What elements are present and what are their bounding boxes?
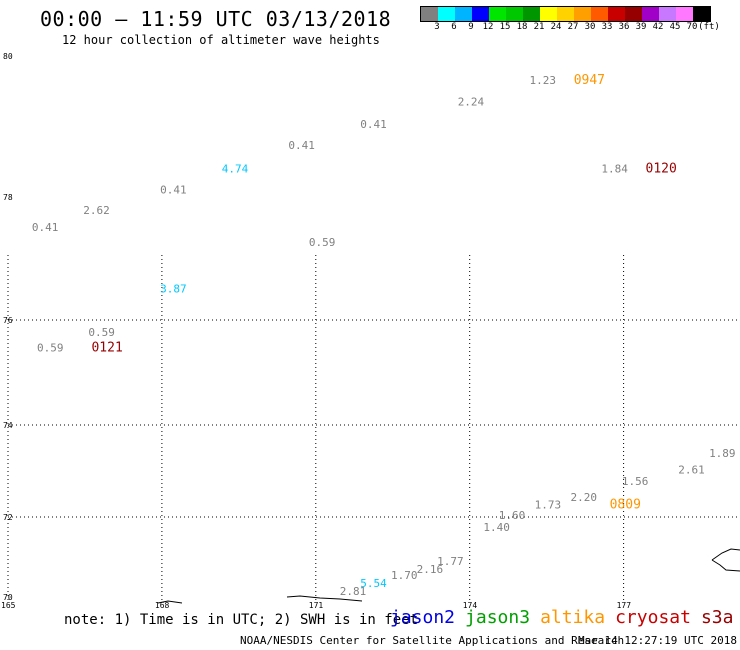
latitude-tick-label: 70 xyxy=(3,593,13,602)
color-legend-label: 39 xyxy=(635,22,647,32)
color-legend-label: (ft) xyxy=(698,22,720,32)
color-legend-label: 27 xyxy=(567,22,579,32)
satellite-legend-altika: altika xyxy=(540,607,606,628)
color-legend-label: 36 xyxy=(618,22,630,32)
color-legend-label: 12 xyxy=(482,22,494,32)
wave-height-label: 0.41 xyxy=(32,221,59,234)
color-legend-label: 18 xyxy=(516,22,528,32)
wave-height-label: 1.89 xyxy=(709,447,736,460)
wave-height-label: 1.40 xyxy=(483,521,510,534)
wave-height-label: 1.56 xyxy=(622,475,649,488)
longitude-tick-label: 168 xyxy=(155,601,170,610)
wave-height-label: 5.54 xyxy=(360,577,387,590)
wave-height-label: 2.24 xyxy=(458,95,485,108)
pass-time-label: 0121 xyxy=(91,341,122,356)
coastline-outlines xyxy=(157,548,740,604)
color-legend-label: 15 xyxy=(499,22,511,32)
satellite-legend-jason3: jason3 xyxy=(465,607,531,628)
color-swatch xyxy=(472,7,489,21)
longitude-tick-label: 171 xyxy=(309,601,324,610)
longitude-tick-label: 174 xyxy=(463,601,478,610)
color-legend-label: 6 xyxy=(451,22,457,32)
longitude-tick-label: 177 xyxy=(617,601,632,610)
latitude-tick-label: 74 xyxy=(3,421,13,430)
wave-height-label: 2.61 xyxy=(678,463,705,476)
color-swatch xyxy=(591,7,608,21)
pass-time-label: 0947 xyxy=(574,73,605,88)
coastline-segment xyxy=(711,548,740,572)
color-swatch xyxy=(625,7,642,21)
wave-height-label: 0.41 xyxy=(160,183,187,196)
wave-height-label: 1.84 xyxy=(601,162,628,175)
color-legend-label: 70 xyxy=(686,22,698,32)
color-swatch xyxy=(489,7,506,21)
color-legend-label: 33 xyxy=(601,22,613,32)
wave-height-label: 1.23 xyxy=(530,74,557,87)
wave-height-label: 4.74 xyxy=(222,162,249,175)
color-swatch xyxy=(421,7,438,21)
color-swatch xyxy=(523,7,540,21)
color-legend-label: 45 xyxy=(669,22,681,32)
color-swatch xyxy=(540,7,557,21)
color-legend-label: 42 xyxy=(652,22,664,32)
pass-time-label: 0120 xyxy=(646,161,677,176)
color-swatch xyxy=(455,7,472,21)
wave-height-label: 2.62 xyxy=(83,204,110,217)
color-swatch xyxy=(693,7,710,21)
color-legend-label: 24 xyxy=(550,22,562,32)
satellite-legend-s3a: s3a xyxy=(700,607,734,628)
color-swatch xyxy=(642,7,659,21)
wave-height-labels: 0.41 2.62 0.41 4.74 0.41 0.41 2.24 1.23 1.84 0.59… xyxy=(32,73,740,598)
color-swatch xyxy=(659,7,676,21)
latitude-tick-label: 80 xyxy=(3,52,13,61)
footer-note: note: 1) Time is in UTC; 2) SWH is in fe… xyxy=(64,612,419,628)
coastline-segment xyxy=(286,595,363,602)
color-swatch xyxy=(506,7,523,21)
map-subtitle: 12 hour collection of altimeter wave hei… xyxy=(62,33,380,47)
color-legend-label: 21 xyxy=(533,22,545,32)
wave-height-label: 0.59 xyxy=(88,326,115,339)
satellite-legend: jason2 jason3 altika cryosat s3a xyxy=(390,607,740,628)
map-title: 00:00 – 11:59 UTC 03/13/2018 xyxy=(40,7,392,31)
color-swatch xyxy=(438,7,455,21)
satellite-legend-jason2: jason2 xyxy=(390,607,456,628)
coastline-segment xyxy=(157,600,183,604)
wave-height-label: 3.87 xyxy=(160,282,187,295)
wave-height-label: 1.60 xyxy=(499,509,526,522)
wave-height-label: 2.16 xyxy=(417,563,444,576)
latitude-tick-label: 76 xyxy=(3,316,13,325)
wave-height-label: 1.77 xyxy=(437,555,464,568)
color-legend-label: 30 xyxy=(584,22,596,32)
wave-height-label: 0.59 xyxy=(37,342,64,355)
wave-height-label: 1.70 xyxy=(391,569,418,582)
longitude-tick-label: 165 xyxy=(1,601,16,610)
wave-height-label: 1.73 xyxy=(535,499,562,512)
footer-timestamp: Mar 14 12:27:19 UTC 2018 xyxy=(578,634,737,647)
color-legend-label: 9 xyxy=(468,22,474,32)
wave-height-label: 2.20 xyxy=(571,491,598,504)
color-swatch xyxy=(557,7,574,21)
color-legend-bar xyxy=(420,6,711,22)
footer-credit: NOAA/NESDIS Center for Satellite Applica… xyxy=(240,634,625,647)
color-swatch xyxy=(608,7,625,21)
map-grid xyxy=(7,255,738,600)
color-legend-label: 3 xyxy=(434,22,440,32)
color-swatch xyxy=(676,7,693,21)
wave-height-label: 0.41 xyxy=(288,139,315,152)
wave-height-label: 0.59 xyxy=(309,236,336,249)
satellite-legend-cryosat: cryosat xyxy=(615,607,691,628)
latitude-tick-label: 78 xyxy=(3,193,13,202)
color-swatch xyxy=(574,7,591,21)
wave-height-label: 2.81 xyxy=(340,585,367,598)
latitude-tick-label: 72 xyxy=(3,513,13,522)
wave-height-label: 0.41 xyxy=(360,118,387,131)
pass-time-label: 0809 xyxy=(610,498,641,513)
